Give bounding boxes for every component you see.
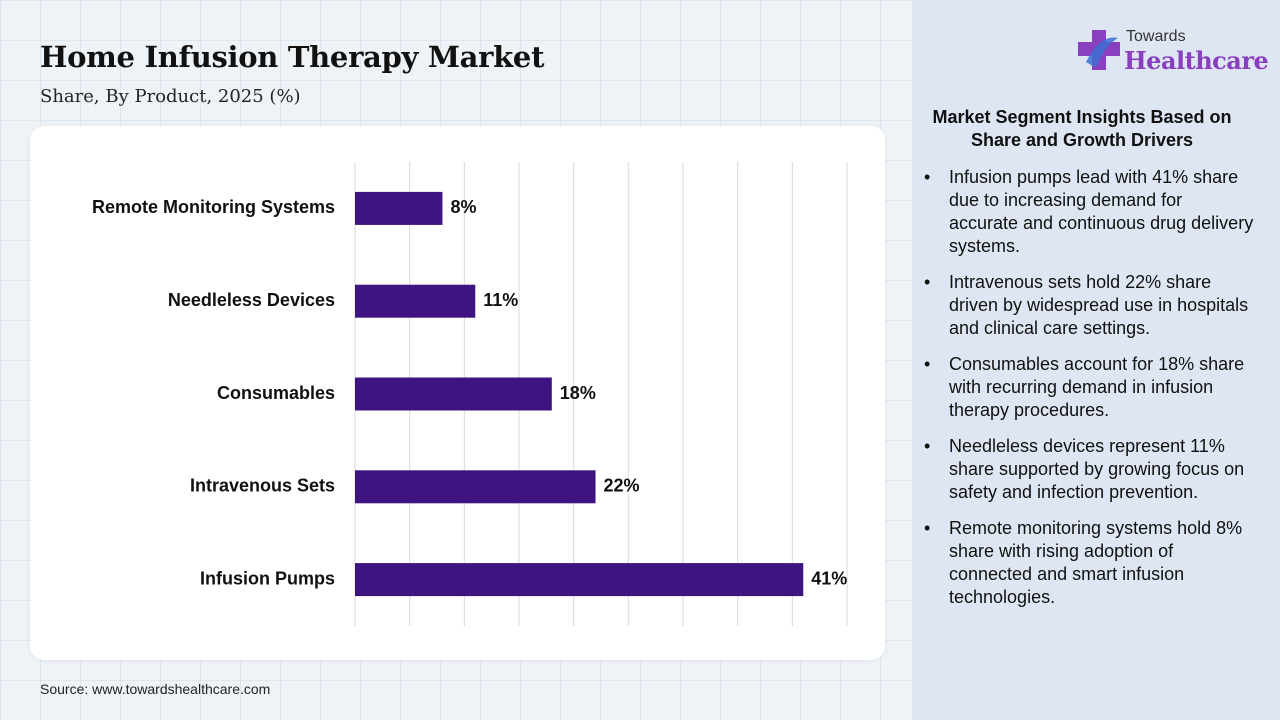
category-label: Needleless Devices [168, 290, 335, 310]
bullet-icon: • [924, 436, 931, 456]
page-subtitle: Share, By Product, 2025 (%) [40, 86, 301, 107]
category-label: Remote Monitoring Systems [92, 197, 335, 217]
bullet-icon: • [924, 167, 931, 187]
bar [355, 191, 443, 225]
insight-item: • Needleless devices represent 11% share … [924, 435, 1254, 504]
bullet-icon: • [924, 518, 931, 538]
insight-text: Consumables account for 18% share with r… [949, 354, 1245, 420]
insight-text: Infusion pumps lead with 41% share due t… [949, 167, 1254, 256]
category-label: Infusion Pumps [200, 568, 335, 588]
bullet-icon: • [924, 354, 931, 374]
cross-logo-icon [1078, 30, 1120, 70]
data-label: 22% [604, 476, 640, 496]
brand-top: Towards [1126, 28, 1186, 45]
insight-text: Needleless devices represent 11% share s… [949, 436, 1245, 502]
data-label: 41% [811, 568, 847, 588]
insight-item: • Intravenous sets hold 22% share driven … [924, 271, 1254, 340]
insight-text: Intravenous sets hold 22% share driven b… [949, 272, 1249, 338]
insights-panel: Towards Healthcare Market Segment Insigh… [912, 0, 1280, 720]
brand-name: Healthcare [1124, 46, 1269, 75]
category-label: Intravenous Sets [190, 476, 335, 496]
insight-item: • Consumables account for 18% share with … [924, 353, 1254, 422]
source-note: Source: www.towardshealthcare.com [40, 681, 271, 697]
data-label: 11% [483, 290, 518, 310]
bar [355, 377, 552, 411]
brand-logo: Towards Healthcare [1078, 24, 1269, 78]
bar [355, 284, 476, 318]
insights-title: Market Segment Insights Based on Share a… [932, 107, 1232, 150]
insight-item: • Remote monitoring systems hold 8% share… [924, 517, 1254, 609]
data-label: 8% [450, 197, 476, 217]
insight-item: • Infusion pumps lead with 41% share due … [924, 166, 1254, 258]
chart-card: Remote Monitoring Systems 8% Needleless De… [30, 126, 885, 660]
insights-list: • Infusion pumps lead with 41% share due … [924, 166, 1254, 622]
data-label: 18% [560, 383, 596, 403]
insight-text: Remote monitoring systems hold 8% share … [949, 518, 1243, 607]
bar-chart: Remote Monitoring Systems 8% Needleless De… [92, 162, 848, 626]
category-label: Consumables [217, 383, 335, 403]
page-title: Home Infusion Therapy Market [40, 40, 545, 74]
bar [355, 563, 804, 597]
bar [355, 470, 596, 504]
bullet-icon: • [924, 272, 931, 292]
main-panel: Home Infusion Therapy Market Share, By P… [30, 40, 885, 697]
